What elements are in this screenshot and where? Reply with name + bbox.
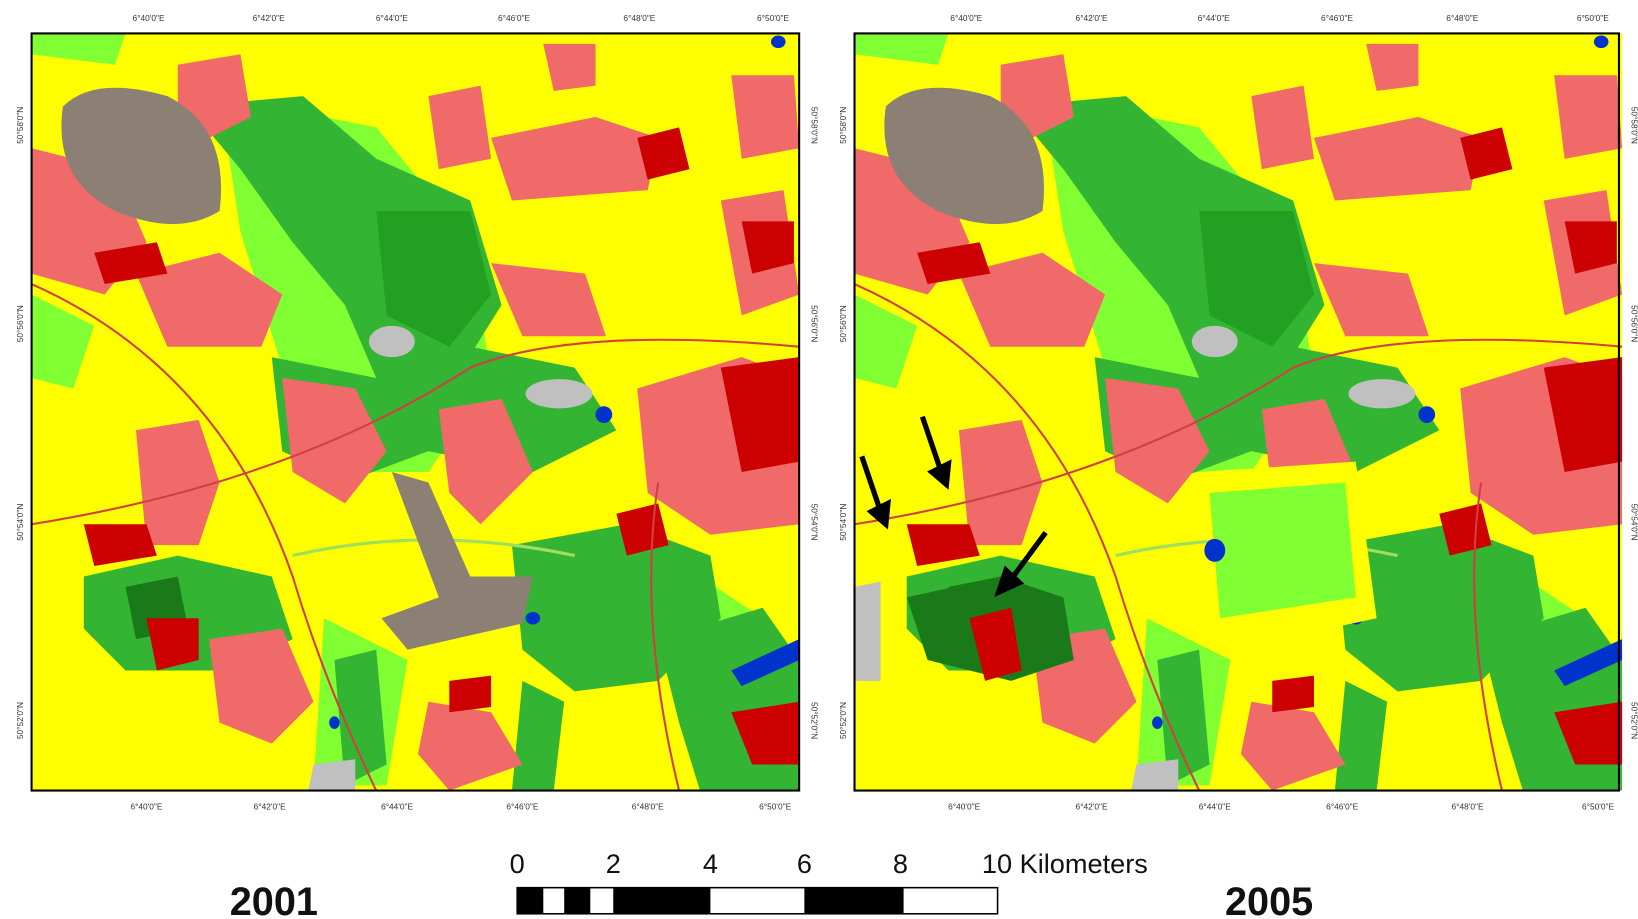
scale-bar (517, 888, 997, 914)
longitude-label: 6°42'0"E (1076, 13, 1108, 23)
longitude-label: 6°44'0"E (1198, 13, 1230, 23)
longitude-label: 6°48'0"E (632, 801, 664, 811)
scale-label: 2 (606, 848, 621, 879)
scale-label: 10 Kilometers (982, 848, 1148, 879)
longitude-label: 6°44'0"E (376, 13, 408, 23)
longitude-label: 6°42'0"E (253, 13, 285, 23)
latitude-label: 50°52'0"N (810, 702, 820, 739)
latitude-label: 50°52'0"N (1629, 702, 1638, 739)
longitude-label: 6°46'0"E (1326, 801, 1358, 811)
longitude-label: 6°50'0"E (759, 801, 791, 811)
water (1204, 539, 1225, 562)
year-title: 2005 (1225, 880, 1313, 919)
page: {"map": { "panels": [{"title": "2001"}, … (0, 0, 1638, 919)
lake (855, 582, 881, 681)
year-title: 2001 (230, 880, 318, 919)
longitude-label: 6°40'0"E (133, 13, 165, 23)
latitude-label: 50°54'0"N (1629, 504, 1638, 541)
latitude-label: 50°58'0"N (838, 107, 848, 144)
latitude-label: 50°52'0"N (15, 702, 25, 739)
figure: 6°40'0"E 6°40'0"E 6°42'0"E 6°42'0"E 6°44'0"E… (0, 0, 1638, 919)
longitude-label: 6°42'0"E (254, 801, 286, 811)
latitude-label: 50°54'0"N (15, 504, 25, 541)
scale-label: 4 (703, 848, 718, 879)
longitude-label: 6°48'0"E (1446, 13, 1478, 23)
scale-label: 6 (797, 848, 812, 879)
land-cover (32, 33, 800, 790)
longitude-label: 6°46'0"E (1321, 13, 1353, 23)
map-2005 (855, 33, 1623, 790)
longitude-label: 6°44'0"E (1199, 801, 1231, 811)
longitude-label: 6°50'0"E (757, 13, 789, 23)
longitude-label: 6°44'0"E (381, 801, 413, 811)
longitude-label: 6°40'0"E (130, 801, 162, 811)
restored-area (1210, 482, 1356, 618)
latitude-label: 50°56'0"N (838, 305, 848, 342)
latitude-label: 50°54'0"N (838, 504, 848, 541)
latitude-label: 50°56'0"N (1629, 305, 1638, 342)
latitude-label: 50°58'0"N (1629, 107, 1638, 144)
map-2001 (32, 33, 800, 790)
longitude-label: 6°40'0"E (948, 801, 980, 811)
longitude-label: 6°46'0"E (506, 801, 538, 811)
longitude-label: 6°48'0"E (1452, 801, 1484, 811)
latitude-label: 50°56'0"N (810, 305, 820, 342)
latitude-label: 50°58'0"N (810, 107, 820, 144)
latitude-label: 50°58'0"N (15, 107, 25, 144)
latitude-label: 50°56'0"N (15, 305, 25, 342)
longitude-label: 6°46'0"E (498, 13, 530, 23)
longitude-label: 6°40'0"E (950, 13, 982, 23)
latitude-label: 50°52'0"N (838, 702, 848, 739)
longitude-label: 6°50'0"E (1582, 801, 1614, 811)
longitude-label: 6°42'0"E (1076, 801, 1108, 811)
land-cover (855, 33, 1623, 790)
scale-label: 8 (893, 848, 908, 879)
latitude-label: 50°54'0"N (810, 504, 820, 541)
scale-label: 0 (510, 848, 525, 879)
longitude-label: 6°50'0"E (1577, 13, 1609, 23)
longitude-label: 6°48'0"E (623, 13, 655, 23)
